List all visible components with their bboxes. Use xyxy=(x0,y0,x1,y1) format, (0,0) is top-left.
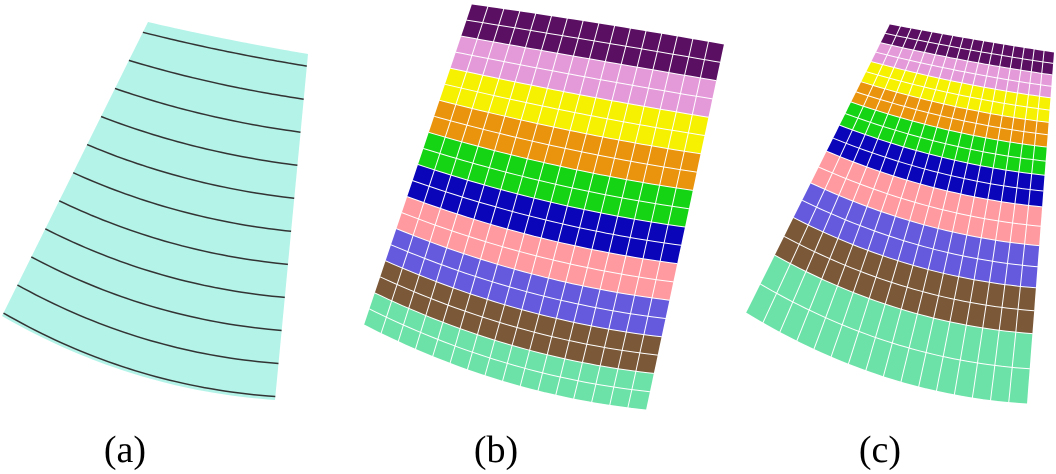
iso-curve xyxy=(142,31,307,67)
mesh-line xyxy=(484,20,584,376)
color-band xyxy=(418,132,693,227)
color-band xyxy=(385,228,670,337)
iso-curve xyxy=(17,284,279,365)
mesh-line xyxy=(466,17,568,370)
mesh-line xyxy=(555,30,647,396)
mesh-line xyxy=(380,6,489,334)
mesh-line xyxy=(779,27,912,333)
color-band xyxy=(871,42,1053,98)
mesh-line xyxy=(519,25,616,387)
color-band xyxy=(746,255,1033,404)
iso-curve xyxy=(100,115,298,166)
color-band xyxy=(461,4,724,81)
mesh-line xyxy=(935,44,1005,392)
mesh-line xyxy=(591,35,678,403)
mesh-line xyxy=(882,38,974,377)
mesh-line xyxy=(414,10,521,350)
iso-curve xyxy=(72,172,292,233)
mesh-line xyxy=(953,45,1015,395)
mesh-line xyxy=(397,8,505,342)
color-band xyxy=(439,68,709,154)
mesh-line xyxy=(971,47,1025,399)
iso-curve xyxy=(44,228,285,299)
mesh-line xyxy=(830,33,943,358)
iso-curve xyxy=(86,143,295,200)
color-band xyxy=(793,183,1040,288)
mesh-line xyxy=(609,38,694,406)
color-band xyxy=(364,292,654,410)
mesh-line xyxy=(449,15,553,364)
mesh-line xyxy=(847,35,954,365)
mesh-line xyxy=(918,42,995,388)
caption-a: (a) xyxy=(104,429,146,471)
mesh-line xyxy=(537,27,631,392)
mesh-line xyxy=(813,31,933,350)
iso-curve xyxy=(3,312,276,398)
mesh-line xyxy=(573,33,663,400)
mesh-line xyxy=(865,37,964,371)
surface-patch xyxy=(2,22,308,400)
mesh-line xyxy=(1008,50,1045,403)
color-band xyxy=(396,196,678,301)
color-band xyxy=(407,164,685,264)
caption-c: (c) xyxy=(859,429,901,471)
panel-c-mesh xyxy=(745,23,1055,405)
iso-curve xyxy=(30,256,282,332)
color-band xyxy=(774,217,1036,334)
mesh-line xyxy=(900,40,985,383)
iso-curve xyxy=(128,59,304,100)
panel-b-mesh xyxy=(363,3,725,411)
mesh-line xyxy=(627,41,709,409)
caption-b: (b) xyxy=(474,429,518,471)
iso-curve xyxy=(58,200,288,266)
color-band xyxy=(428,100,701,191)
mesh-line xyxy=(796,29,923,342)
mesh-line xyxy=(502,22,600,382)
mesh-line xyxy=(432,13,537,357)
iso-curve xyxy=(114,87,301,133)
mesh-line xyxy=(990,48,1035,401)
mesh-line xyxy=(762,25,902,324)
panel-a-surface xyxy=(2,22,308,400)
